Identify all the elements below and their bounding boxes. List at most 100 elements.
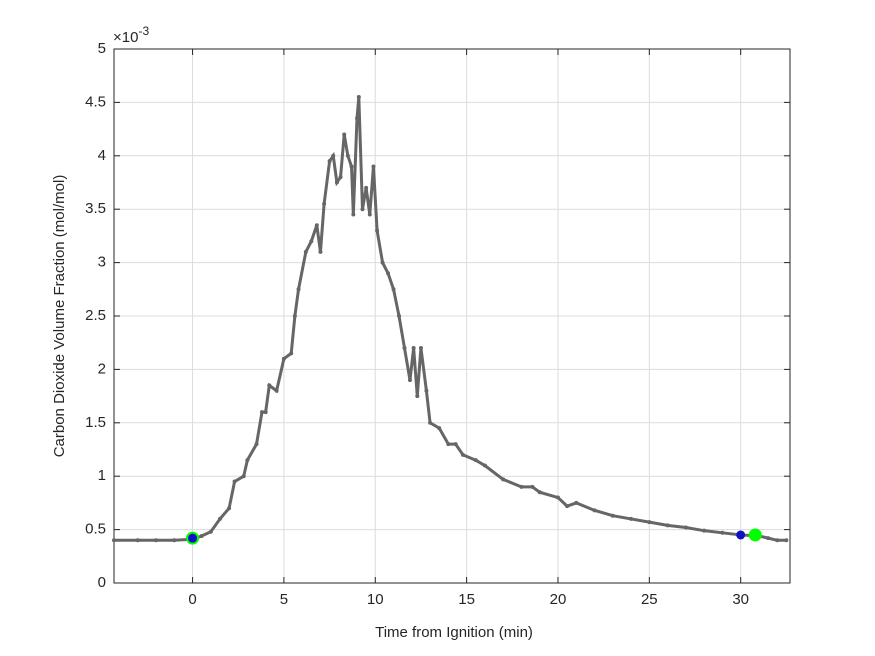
y-tick-label: 3 bbox=[98, 254, 106, 271]
data-point bbox=[274, 388, 279, 393]
data-point bbox=[289, 351, 294, 356]
data-point bbox=[530, 484, 535, 489]
data-point bbox=[327, 159, 332, 164]
y-multiplier-exponent: -3 bbox=[138, 24, 149, 38]
data-point bbox=[375, 228, 380, 233]
data-point bbox=[555, 495, 560, 500]
y-tick-label: 4.5 bbox=[85, 93, 106, 110]
y-tick-label: 2.5 bbox=[85, 307, 106, 324]
data-point bbox=[356, 95, 361, 100]
data-point bbox=[172, 538, 177, 543]
data-point bbox=[784, 538, 789, 543]
data-point bbox=[245, 458, 250, 463]
data-point bbox=[345, 153, 350, 158]
y-tick-label: 1 bbox=[98, 467, 106, 484]
y-multiplier: ×10-3 bbox=[113, 24, 149, 46]
data-point bbox=[303, 249, 308, 254]
data-point bbox=[292, 314, 297, 318]
y-tick-label: 0.5 bbox=[85, 521, 106, 538]
data-point bbox=[453, 442, 458, 447]
data-line bbox=[114, 96, 787, 542]
marker-point bbox=[736, 530, 746, 540]
data-point bbox=[665, 523, 670, 528]
data-point bbox=[367, 212, 372, 217]
data-point bbox=[386, 271, 391, 276]
data-point bbox=[364, 185, 369, 190]
data-point bbox=[112, 538, 116, 543]
data-point bbox=[254, 442, 259, 447]
data-point bbox=[402, 346, 407, 351]
data-point bbox=[208, 529, 213, 534]
data-point bbox=[259, 410, 264, 415]
data-point bbox=[519, 484, 524, 489]
data-point bbox=[702, 528, 707, 533]
data-point bbox=[610, 513, 615, 518]
data-point bbox=[318, 249, 323, 254]
y-axis-label: Carbon Dioxide Volume Fraction (mol/mol) bbox=[51, 175, 68, 458]
data-point bbox=[411, 346, 416, 351]
data-point bbox=[338, 175, 343, 180]
y-tick-label: 1.5 bbox=[85, 414, 106, 431]
data-point bbox=[217, 516, 222, 521]
data-point bbox=[227, 506, 232, 511]
data-point bbox=[314, 223, 319, 228]
data-point bbox=[720, 530, 725, 535]
y-tick-label: 5 bbox=[98, 40, 106, 57]
data-point bbox=[391, 287, 396, 292]
data-point bbox=[565, 504, 570, 509]
data-point bbox=[135, 538, 140, 543]
x-tick-label: 30 bbox=[732, 591, 749, 608]
data-point bbox=[407, 378, 412, 383]
data-point bbox=[349, 164, 354, 169]
data-point bbox=[683, 525, 688, 530]
data-point bbox=[592, 508, 597, 513]
y-tick-label: 2 bbox=[98, 360, 106, 377]
data-point bbox=[629, 516, 634, 521]
data-point bbox=[775, 538, 780, 543]
data-point bbox=[334, 180, 339, 185]
data-point bbox=[473, 458, 478, 463]
data-point bbox=[482, 463, 487, 468]
y-tick-label: 0 bbox=[98, 574, 106, 591]
marker-point bbox=[748, 528, 762, 542]
data-point bbox=[460, 452, 465, 457]
marker-point bbox=[188, 533, 198, 543]
y-multiplier-base: ×10 bbox=[113, 29, 138, 46]
data-point bbox=[446, 442, 451, 447]
data-point bbox=[232, 479, 237, 484]
x-tick-label: 15 bbox=[458, 591, 475, 608]
data-point bbox=[647, 520, 652, 525]
data-point bbox=[309, 239, 314, 244]
data-point bbox=[281, 356, 286, 361]
x-axis-label: Time from Ignition (min) bbox=[375, 624, 533, 641]
x-tick-label: 25 bbox=[641, 591, 658, 608]
data-point bbox=[397, 314, 402, 318]
data-point bbox=[418, 346, 423, 351]
data-point bbox=[154, 538, 159, 543]
data-point bbox=[267, 383, 272, 388]
x-tick-label: 20 bbox=[550, 591, 567, 608]
data-point bbox=[574, 500, 579, 505]
y-tick-label: 3.5 bbox=[85, 200, 106, 217]
data-point bbox=[437, 426, 442, 431]
data-point bbox=[342, 132, 347, 137]
data-point bbox=[241, 474, 246, 479]
data-point bbox=[424, 388, 429, 393]
data-point bbox=[501, 477, 506, 482]
data-point bbox=[331, 153, 336, 158]
data-point bbox=[322, 201, 327, 206]
data-point bbox=[263, 410, 268, 415]
x-tick-label: 10 bbox=[367, 591, 384, 608]
plot-box bbox=[113, 48, 791, 584]
data-point bbox=[415, 394, 420, 399]
data-point bbox=[371, 164, 376, 169]
x-tick-label: 5 bbox=[280, 591, 288, 608]
data-point bbox=[199, 534, 204, 539]
x-tick-label: 0 bbox=[188, 591, 196, 608]
y-tick-label: 4 bbox=[98, 147, 106, 164]
data-point bbox=[380, 260, 385, 265]
data-point bbox=[360, 207, 365, 212]
data-point bbox=[537, 490, 542, 495]
